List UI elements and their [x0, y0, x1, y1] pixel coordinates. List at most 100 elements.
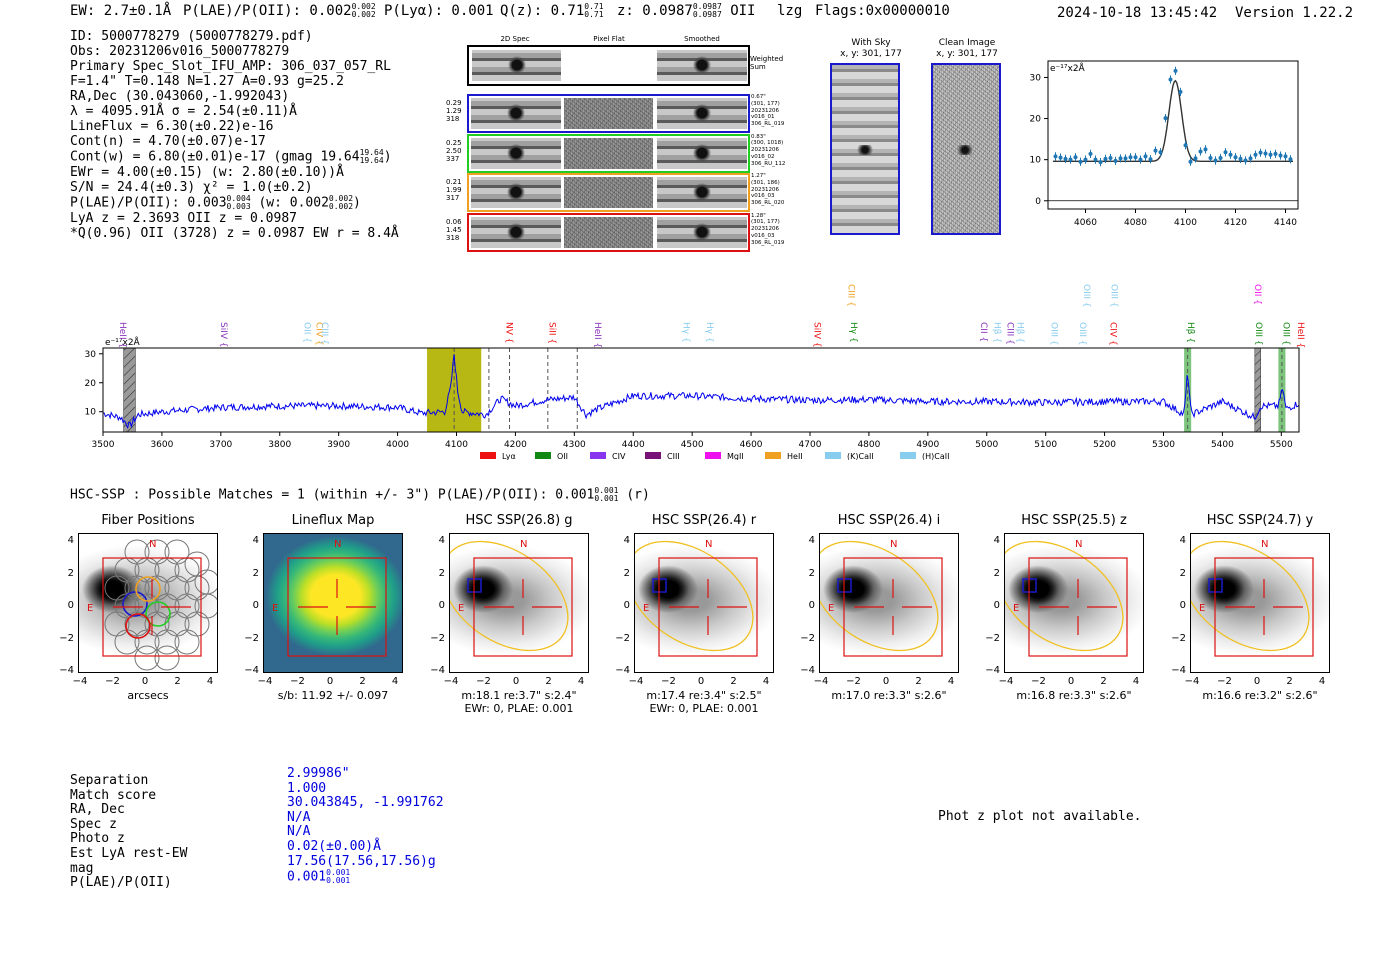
panel-ytick-label: 2: [438, 567, 445, 579]
legend-swatch: [900, 452, 916, 459]
cutout-row-meta-line: 1.28": [751, 212, 766, 219]
panel-ytick-label: 4: [67, 535, 74, 546]
cutout-row-meta-line: 0.67": [751, 94, 766, 100]
legend-label: OII: [557, 452, 568, 460]
panel-title: HSC SSP(25.5) z: [1021, 513, 1127, 528]
header-plae-hi: 0.002: [351, 2, 376, 11]
fit-data-point: [1183, 143, 1188, 148]
cutout-row-stat: 0.29: [446, 99, 462, 107]
spectrum-line-label-text: OIII {: [1281, 322, 1291, 346]
panel-caption-2: EWr: 0, PLAE: 0.001: [464, 702, 574, 715]
spectrum-line-label-text: SiIV {: [812, 322, 822, 348]
cutout-smooth: [657, 137, 747, 169]
reticle-box: [102, 557, 202, 657]
panel-ytick-label: −4: [430, 665, 445, 676]
info-plae-text: P(LAE)/P(OII): 0.003: [70, 195, 227, 211]
fit-unit-label: e⁻¹⁷x2Å: [1050, 62, 1086, 74]
legend-swatch: [645, 452, 661, 459]
legend-swatch: [705, 452, 721, 459]
panel-xtick-label: −4: [443, 676, 459, 687]
fiber-4: [125, 613, 151, 639]
panel-xtick-label: −2: [290, 676, 305, 687]
header-plae-label: P(LAE)/P(OII): 0.002: [183, 3, 352, 19]
spectrum-ytick-label: 10: [85, 408, 97, 418]
fiber-circle: [174, 629, 200, 655]
cutout-flat: [564, 216, 653, 248]
fit-data-point: [1098, 160, 1103, 165]
east-label: E: [87, 603, 93, 614]
match-plae-bounds: 0.001 0.001: [326, 869, 350, 885]
detection-info: ID: 5000778279 (5000778279.pdf) Obs: 202…: [70, 29, 399, 241]
cutout-row-meta-line: (300, 1018): [751, 140, 784, 147]
match-val: 0.02(±0.00)Å: [287, 838, 381, 854]
header-plae-lo: 0.002: [351, 10, 376, 19]
match-val: 30.043845, -1.991762: [287, 795, 444, 811]
spectrum-line-label-text: HeII {: [117, 322, 127, 348]
fit-xtick-label: 4120: [1224, 218, 1247, 228]
fit-data-point: [1173, 68, 1178, 73]
header-qz-lo: 0.71: [584, 10, 604, 19]
panel-caption: s/b: 11.92 +/- 0.097: [277, 689, 389, 702]
fit-data-point: [1058, 155, 1063, 160]
fit-data-point: [1253, 152, 1258, 157]
panel-ytick-label: −2: [1171, 632, 1186, 644]
match-key: mag: [70, 860, 94, 876]
cutout-row-stat: 0.25: [446, 138, 462, 147]
hsc-ssp-lo: 0.001: [594, 494, 619, 503]
panel-title: HSC SSP(26.4) i: [837, 513, 941, 528]
panel-xtick-label: −4: [1184, 676, 1200, 687]
cutout-row-meta-line: v016_02: [751, 153, 775, 160]
panel-xtick-label: 0: [1067, 676, 1075, 687]
panel-ytick-label: 0: [623, 600, 630, 611]
cutout-row-stat: 1.29: [446, 107, 462, 115]
cutout-smooth-source: [693, 222, 711, 241]
spectrum-xtick-label: 4200: [504, 440, 527, 450]
info-sn: S/N = 24.4(±0.3) χ² = 1.0(±0.2): [70, 180, 313, 195]
cutout-row-meta-line: v016_03: [751, 193, 775, 200]
fit-data-point: [1123, 156, 1128, 161]
spectrum-line-label: HeII {: [117, 322, 127, 348]
spectrum-xtick-label: 4400: [622, 440, 645, 450]
cutout-2d: [471, 98, 561, 129]
header-lzg-flag: lzg: [777, 3, 803, 19]
panel-ytick-label: 4: [623, 535, 630, 546]
clean-image-source: [957, 145, 973, 155]
panel-xtick-label: −2: [1031, 676, 1046, 687]
panel-caption-2: EWr: 0, PLAE: 0.001: [649, 702, 759, 715]
fit-data-point: [1278, 153, 1283, 158]
spectrum-line-label: Hγ {: [848, 322, 858, 343]
legend-swatch: [825, 452, 841, 459]
header-z-hi: 0.0987: [692, 2, 722, 11]
cutout-2d: [471, 177, 561, 208]
spectrum-line-label-text: Hβ {: [1185, 322, 1195, 343]
panel-ytick-label: 4: [252, 535, 259, 546]
spectrum-line-label: OIII {: [1281, 322, 1291, 346]
info-id: ID: 5000778279 (5000778279.pdf): [70, 29, 313, 44]
panel-ytick-label: 0: [808, 600, 815, 611]
spectrum-line-label-text: CIII {: [845, 284, 855, 307]
panel-ytick-label: −2: [59, 632, 74, 644]
fit-data-point: [1213, 158, 1218, 163]
cutout-row-meta-line: 20231206: [751, 147, 779, 154]
panel-ytick-label: −4: [1171, 665, 1186, 676]
cutout-smooth: [657, 177, 747, 208]
cutout-row-meta: 1.28" (301, 177) 20231206 v016_03 306_RL_019: [751, 213, 821, 247]
spectrum-line-label: SiIV {: [812, 322, 822, 348]
fiber-circle: [154, 629, 180, 655]
match-values: 2.99986" 1.000 30.043845, -1.991762 N/A …: [287, 766, 444, 885]
match-key: Match score: [70, 787, 157, 803]
fit-data-point: [1168, 77, 1173, 82]
spectrum-xtick-label: 4900: [916, 440, 939, 450]
panel-ytick-label: −2: [430, 632, 445, 644]
match-val-plae: 0.001 0.001 0.001: [287, 869, 444, 885]
spectrum-line-label: Hβ {: [991, 322, 1001, 343]
panel-caption: m:17.4 re:3.4" s:2.5": [646, 689, 762, 702]
spectrum-line-label-text: Hγ {: [848, 322, 858, 343]
panel-xtick-label: 2: [174, 676, 181, 687]
match-key: Spec z: [70, 816, 117, 832]
spectrum-line-label-text: Hγ {: [680, 322, 690, 343]
legend-label: MgII: [727, 452, 744, 460]
